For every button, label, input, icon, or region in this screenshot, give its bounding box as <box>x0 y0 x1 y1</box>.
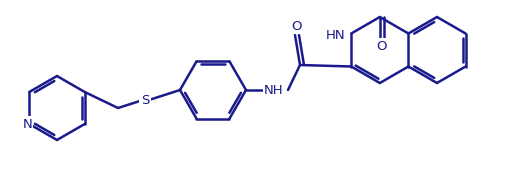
Text: O: O <box>291 19 301 33</box>
Text: HN: HN <box>325 29 344 42</box>
Text: O: O <box>376 39 386 53</box>
Text: S: S <box>140 93 149 107</box>
Text: N: N <box>22 118 32 130</box>
Text: NH: NH <box>264 84 283 96</box>
